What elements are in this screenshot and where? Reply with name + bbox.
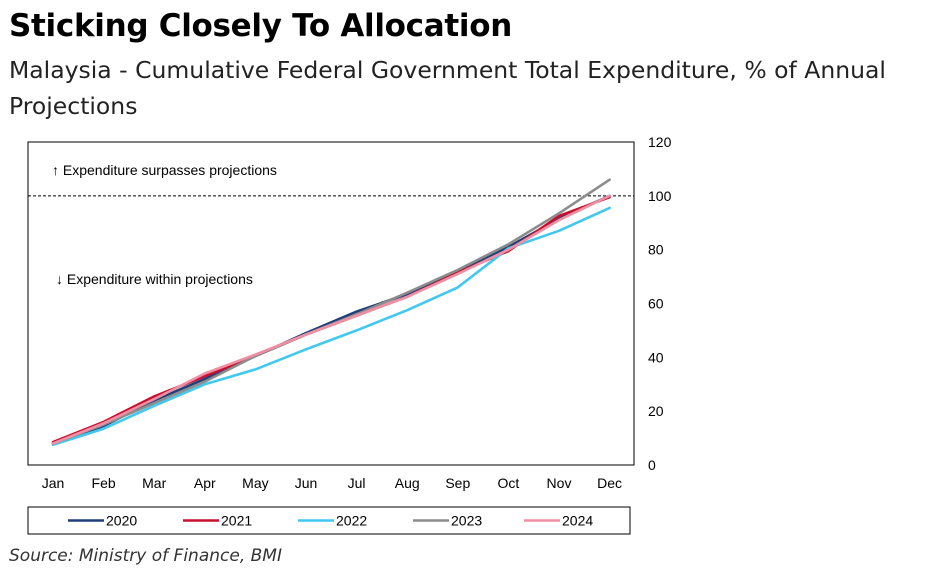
- series-lines: [51, 178, 611, 447]
- chart-title: Sticking Closely To Allocation: [9, 8, 512, 44]
- legend: 2020 2021 2022 2023 2024: [27, 506, 631, 535]
- y-tick-label: 120: [648, 134, 672, 150]
- legend-label-2023: 2023: [451, 513, 482, 529]
- chart-subtitle: Malaysia - Cumulative Federal Government…: [9, 56, 886, 120]
- x-tick-label: Apr: [194, 475, 216, 491]
- legend-label-2024: 2024: [562, 513, 593, 529]
- series-line-2024: [51, 194, 611, 445]
- y-tick-label: 80: [648, 242, 664, 258]
- y-tick-label: 20: [648, 403, 664, 419]
- x-tick-label: Mar: [142, 475, 166, 491]
- x-tick-label: Aug: [395, 475, 420, 491]
- x-tick-label: Jul: [348, 475, 366, 491]
- legend-label-2022: 2022: [336, 513, 367, 529]
- y-tick-label: 0: [648, 457, 656, 473]
- annotation-below: ↓ Expenditure within projections: [56, 271, 253, 287]
- x-tick-label: Jun: [295, 475, 318, 491]
- series-line-2020: [51, 194, 611, 445]
- y-tick-label: 100: [648, 188, 672, 204]
- annotation-above: ↑ Expenditure surpasses projections: [52, 162, 277, 178]
- x-tick-label: Nov: [547, 475, 572, 491]
- x-axis: Jan Feb Mar Apr May Jun Jul Aug Sep Oct Nov Dec: [42, 475, 622, 491]
- x-tick-label: Jan: [42, 475, 65, 491]
- x-tick-label: Oct: [498, 475, 520, 491]
- x-tick-label: Sep: [445, 475, 470, 491]
- source-note: Source: Ministry of Finance, BMI: [9, 546, 282, 566]
- x-tick-label: Dec: [597, 475, 622, 491]
- x-tick-label: May: [242, 475, 268, 491]
- y-axis: 0 20 40 60 80 100 120: [648, 134, 672, 473]
- y-tick-label: 40: [648, 349, 664, 365]
- legend-label-2020: 2020: [106, 513, 137, 529]
- x-tick-label: Feb: [92, 475, 116, 491]
- y-tick-label: 60: [648, 296, 664, 312]
- legend-label-2021: 2021: [221, 513, 252, 529]
